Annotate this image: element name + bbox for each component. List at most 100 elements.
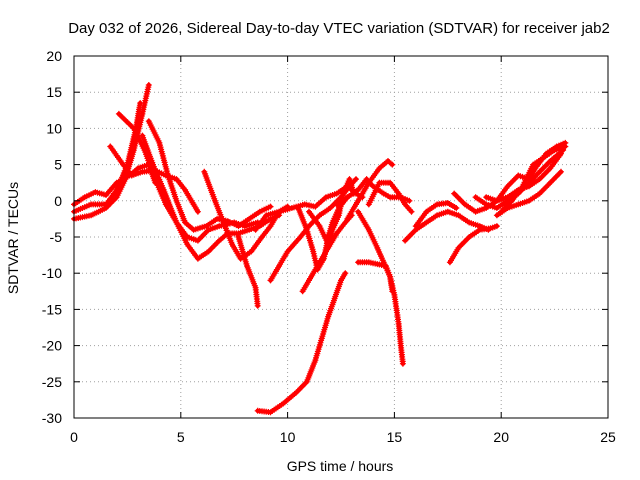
data-point [390, 162, 395, 167]
data-point [338, 278, 344, 283]
data-point [221, 220, 226, 225]
data-point [473, 209, 478, 214]
data-point [537, 176, 542, 182]
data-point [88, 202, 94, 207]
data-point [494, 198, 500, 203]
data-point [537, 191, 542, 196]
data-point [484, 195, 489, 200]
data-point [353, 176, 359, 182]
data-point [204, 223, 209, 229]
data-point [185, 242, 190, 247]
data-point [548, 166, 553, 171]
data-point [244, 263, 250, 269]
data-point [206, 227, 211, 232]
data-layer [71, 82, 569, 416]
data-point [526, 198, 532, 203]
data-point [281, 401, 286, 406]
series-pass-09 [235, 234, 261, 309]
y-tick-label: -30 [42, 410, 62, 426]
data-point [345, 216, 350, 222]
data-point [454, 205, 459, 211]
data-point [434, 202, 440, 207]
chart-title: Day 032 of 2026, Sidereal Day-to-day VTE… [68, 20, 610, 37]
data-point [456, 245, 461, 251]
series-pass-15 [306, 176, 357, 248]
data-point [174, 198, 179, 203]
x-tick-label: 5 [177, 429, 185, 445]
data-point [526, 180, 532, 185]
data-point [499, 209, 504, 214]
data-point [276, 209, 282, 214]
data-point [247, 216, 252, 222]
data-point [548, 158, 553, 164]
data-point [424, 209, 429, 214]
data-point [334, 191, 339, 196]
data-point [302, 202, 307, 207]
data-point [191, 202, 196, 207]
data-point [516, 202, 521, 207]
data-point [424, 220, 429, 225]
data-point [93, 189, 98, 195]
data-point [366, 260, 371, 265]
data-point [355, 209, 361, 214]
data-point [445, 209, 450, 214]
data-point [317, 223, 322, 229]
series-pass-23 [446, 223, 500, 266]
y-tick-label: 20 [46, 48, 62, 64]
data-point [332, 296, 337, 301]
data-point [548, 180, 553, 185]
data-point [264, 213, 269, 218]
data-point [402, 202, 408, 207]
data-point [229, 242, 235, 247]
data-point [157, 140, 162, 146]
data-point [300, 289, 305, 294]
data-point [563, 140, 568, 146]
data-point [366, 202, 371, 207]
data-point [328, 205, 333, 211]
data-point [452, 191, 457, 196]
data-point [334, 231, 339, 236]
data-point [306, 209, 312, 214]
data-point [236, 223, 241, 229]
data-point [114, 180, 119, 185]
data-point [214, 216, 220, 222]
data-point [484, 205, 489, 211]
series-pass-28 [498, 143, 569, 215]
data-point [138, 100, 143, 106]
data-point [268, 223, 273, 229]
series-pass-19 [355, 259, 396, 295]
x-tick-label: 15 [387, 429, 403, 445]
data-point [182, 187, 188, 193]
data-point [375, 245, 380, 251]
series-pass-11 [254, 270, 349, 416]
data-point [347, 176, 352, 182]
data-point [202, 169, 207, 174]
data-point [387, 180, 393, 185]
series-pass-21 [402, 208, 492, 244]
data-point [308, 274, 314, 279]
data-point [249, 249, 254, 254]
data-point [563, 144, 568, 149]
data-point [355, 198, 361, 203]
data-point [225, 218, 230, 224]
data-point [298, 234, 303, 240]
data-point [236, 234, 241, 240]
data-point [195, 256, 201, 261]
data-point [366, 227, 371, 232]
data-point [552, 147, 557, 153]
y-tick-label: -10 [42, 265, 62, 281]
data-point [364, 176, 369, 182]
data-point [293, 390, 299, 395]
data-point [268, 216, 273, 222]
data-point [407, 198, 412, 203]
data-point [385, 158, 391, 164]
data-point [247, 227, 252, 232]
data-point [402, 238, 408, 243]
data-point [195, 238, 201, 243]
data-point [413, 227, 418, 232]
data-point [257, 209, 262, 214]
y-tick-label: 10 [46, 120, 62, 136]
y-tick-label: -15 [42, 301, 62, 317]
data-point [392, 292, 397, 298]
